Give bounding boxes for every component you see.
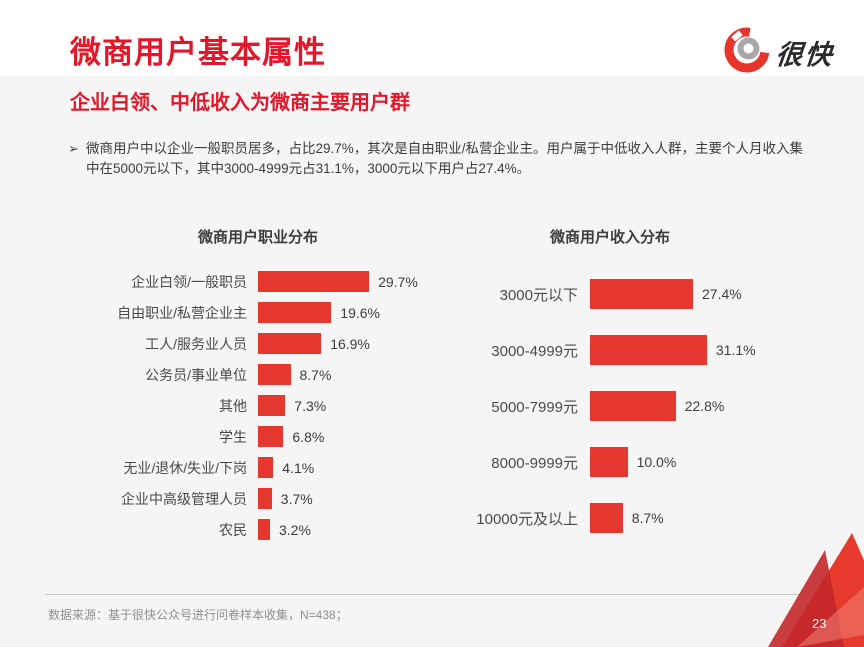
bar (258, 395, 286, 416)
value-label: 3.7% (280, 490, 313, 507)
chart-row: 8000-9999元 10.0% (460, 434, 760, 490)
page-number: 23 (812, 616, 827, 631)
bar (590, 335, 707, 365)
chart-row: 工人/服务业人员 16.9% (67, 328, 449, 359)
chart-row: 3000-4999元 31.1% (460, 322, 760, 378)
category-label: 无业/退休/失业/下岗 (123, 459, 247, 476)
bar (258, 302, 332, 323)
logo: 很快 (724, 27, 836, 78)
value-label: 29.7% (378, 273, 418, 290)
chart-row: 农民 3.2% (67, 514, 449, 545)
category-label: 自由职业/私营企业主 (117, 304, 247, 321)
value-label: 8.7% (631, 510, 664, 526)
bar (590, 503, 623, 533)
chart-row: 学生 6.8% (67, 421, 449, 452)
chart-title: 微商用户职业分布 (197, 229, 318, 246)
value-label: 16.9% (330, 335, 370, 352)
value-label: 10.0% (636, 454, 677, 470)
value-label: 31.1% (715, 342, 756, 358)
occupation-chart: 微商用户职业分布 企业白领/一般职员 29.7% 自由职业/私营企业主 19.6% 工人… (67, 226, 449, 545)
value-label: 3.2% (279, 521, 311, 538)
chart-row: 10000元及以上 8.7% (460, 490, 760, 546)
bar (258, 271, 370, 292)
page-title: 微商用户基本属性 (70, 35, 326, 70)
summary-text: 微商用户中以企业一般职员居多，占比29.7%，其次是自由职业/私营企业主。用户属… (86, 141, 804, 176)
category-label: 5000-7999元 (491, 398, 578, 416)
category-label: 学生 (219, 428, 247, 445)
bullet-arrow-icon: ➢ (68, 141, 79, 156)
chart-row: 企业中高级管理人员 3.7% (67, 483, 449, 514)
bar (590, 391, 676, 421)
bar (258, 426, 284, 447)
category-label: 其他 (219, 397, 247, 414)
chart-rows: 3000元以下 27.4% 3000-4999元 31.1% 5000-7999元 22.… (460, 266, 760, 546)
category-label: 工人/服务业人员 (145, 335, 247, 352)
bar (258, 457, 274, 478)
value-label: 4.1% (282, 459, 315, 476)
chart-row: 其他 7.3% (67, 390, 449, 421)
bar (258, 364, 291, 385)
footer-divider (45, 594, 823, 595)
value-label: 19.6% (340, 304, 380, 321)
data-source-note: 数据来源：基于很快公众号进行问卷样本收集，N=438； (48, 608, 348, 622)
bar (258, 519, 270, 540)
header-band (0, 0, 864, 76)
chart-row: 企业白领/一般职员 29.7% (67, 266, 449, 297)
logo-icon (724, 27, 770, 78)
value-label: 6.8% (292, 428, 325, 445)
value-label: 8.7% (299, 366, 332, 383)
chart-rows: 企业白领/一般职员 29.7% 自由职业/私营企业主 19.6% 工人/服务业人员 16.… (67, 266, 449, 545)
category-label: 企业中高级管理人员 (121, 490, 247, 507)
category-label: 公务员/事业单位 (145, 366, 247, 383)
chart-row: 自由职业/私营企业主 19.6% (67, 297, 449, 328)
value-label: 7.3% (294, 397, 327, 414)
chart-row: 公务员/事业单位 8.7% (67, 359, 449, 390)
income-chart: 微商用户收入分布 3000元以下 27.4% 3000-4999元 31.1% 5000… (460, 226, 760, 546)
bar (590, 447, 628, 477)
category-label: 企业白领/一般职员 (131, 273, 247, 290)
logo-text: 很快 (774, 40, 836, 70)
category-label: 10000元及以上 (476, 510, 578, 528)
category-label: 农民 (219, 521, 247, 538)
corner-mountains-graphic (768, 533, 864, 647)
page-subtitle: 企业白领、中低收入为微商主要用户群 (70, 92, 410, 114)
chart-title: 微商用户收入分布 (549, 229, 670, 246)
bar (590, 279, 693, 309)
chart-row: 无业/退休/失业/下岗 4.1% (67, 452, 449, 483)
summary-bullet: ➢ 微商用户中以企业一般职员居多，占比29.7%，其次是自由职业/私营企业主。用… (68, 139, 812, 179)
category-label: 3000-4999元 (491, 342, 578, 360)
value-label: 22.8% (684, 398, 725, 414)
value-label: 27.4% (702, 286, 742, 302)
chart-row: 5000-7999元 22.8% (460, 378, 760, 434)
chart-row: 3000元以下 27.4% (460, 266, 760, 322)
bar (258, 333, 322, 354)
bar (258, 488, 272, 509)
category-label: 8000-9999元 (491, 454, 578, 472)
category-label: 3000元以下 (499, 286, 578, 304)
